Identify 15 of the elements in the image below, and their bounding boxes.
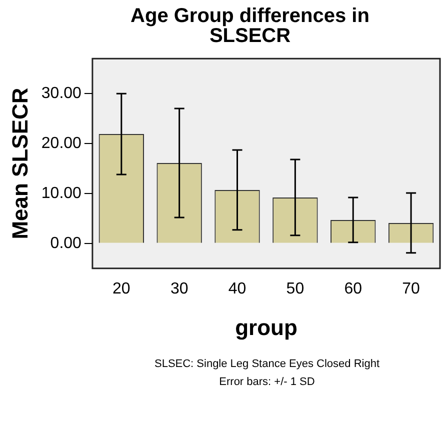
x-tick-label: 60 xyxy=(344,280,362,298)
x-axis-title: group xyxy=(235,314,298,340)
x-tick-label: 20 xyxy=(112,280,130,298)
text: Error bars: +/- 1 SD xyxy=(218,376,316,388)
y-tick-label: 30.00 xyxy=(41,84,82,102)
y-axis-title: Mean SLSECR xyxy=(7,88,32,240)
y-tick-label: 0.00 xyxy=(50,234,82,252)
y-tick-label: 20.00 xyxy=(41,134,82,152)
y-tick-label: 10.00 xyxy=(41,184,82,202)
chart-title: Age Group differences in SLSECR xyxy=(130,4,370,47)
text: SLSEC: Single Leg Stance Eyes Closed Right xyxy=(153,358,381,370)
x-tick-label: 40 xyxy=(228,280,246,298)
x-tick-label: 70 xyxy=(402,280,420,298)
x-tick-label: 50 xyxy=(286,280,304,298)
x-tick-label: 30 xyxy=(170,280,188,298)
